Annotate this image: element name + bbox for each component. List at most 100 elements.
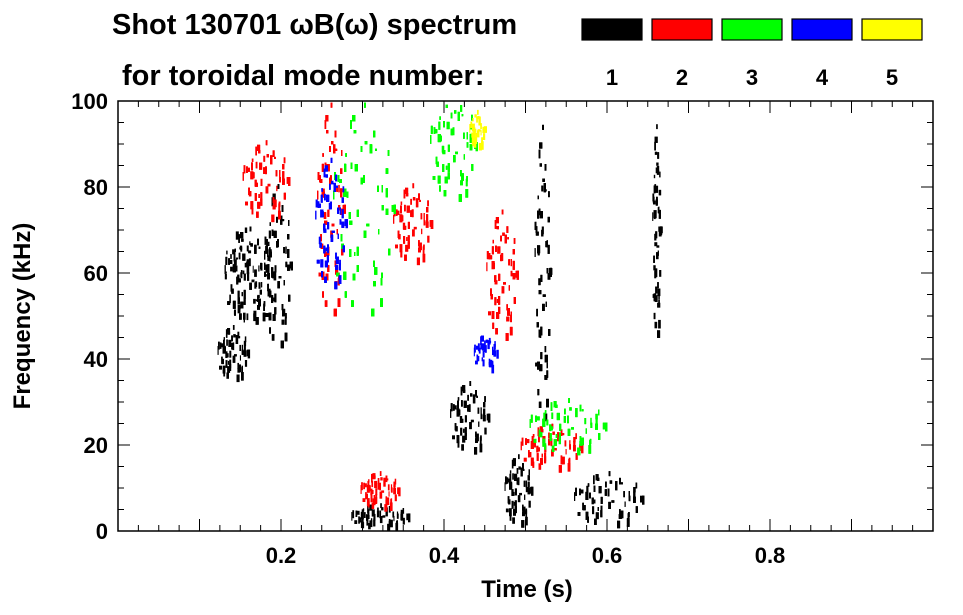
spectral-point [469,133,472,143]
spectral-point [657,170,660,173]
spectral-point [285,313,287,319]
spectral-point [510,259,512,267]
spectral-point [527,475,530,481]
spectral-point [628,512,630,518]
spectral-point [537,210,540,219]
spectral-point [542,294,546,297]
spectral-point [456,435,460,444]
spectral-point [498,273,501,281]
spectral-point [524,494,526,500]
spectral-point [317,190,319,200]
spectral-point [366,517,369,526]
spectral-point [593,485,596,492]
spectral-point [600,496,603,504]
spectral-point [547,273,551,280]
spectral-point [352,115,356,122]
spectral-point [354,164,358,172]
spectral-point [481,343,485,351]
spectral-point [282,171,285,181]
spectral-point [498,296,501,305]
spectral-point [597,507,599,511]
spectral-point [267,255,270,261]
spectral-point [525,516,528,526]
spectral-point [273,230,277,238]
spectral-point [571,427,574,430]
spectral-point [486,413,490,421]
spectral-point [270,155,273,165]
spectral-point [322,153,324,157]
spectral-point [343,188,347,197]
spectral-point [396,210,400,215]
spectral-point [470,121,473,128]
spectral-point [342,205,346,212]
spectral-point [315,199,318,208]
spectral-point [268,249,272,258]
spectral-point [374,480,378,489]
spectral-point [427,200,429,207]
spectral-point [507,496,510,504]
spectral-point [560,459,564,465]
spectral-point [365,492,367,500]
spectral-point [360,511,364,520]
spectral-point [475,433,479,442]
spectral-point [364,483,367,488]
spectral-point [329,146,331,152]
spectral-point [219,342,222,349]
spectral-point [235,257,238,260]
spectral-point [341,221,345,228]
spectral-point [246,349,250,357]
spectral-point [528,500,531,508]
spectral-point [237,362,239,369]
spectral-point [272,150,275,157]
spectral-point [657,250,659,256]
spectral-point [315,210,317,220]
spectral-point [254,269,257,277]
legend-swatch-5 [861,18,923,41]
spectral-point [320,234,322,242]
spectral-point [507,308,510,316]
spectral-point [654,136,658,143]
spectral-point [324,276,327,283]
spectral-point [319,179,323,183]
spectral-point [263,167,266,174]
spectral-point [356,265,359,272]
spectral-point [633,491,636,501]
spectral-point [248,187,250,195]
spectral-point [237,290,240,299]
spectral-point [519,492,522,496]
spectral-point [254,244,257,254]
spectral-point [443,121,445,128]
spectral-point [271,295,274,303]
spectral-point [412,183,415,189]
spectral-point [327,222,330,230]
spectral-point [655,268,658,278]
spectral-point [473,128,477,133]
spectral-point [538,278,541,286]
spectral-point [426,207,429,213]
spectral-point [285,246,287,254]
spectral-point [385,188,388,198]
spectral-point [470,393,473,397]
spectral-point [235,231,239,240]
spectral-point [430,220,434,229]
spectral-point [542,418,546,427]
spectral-point [656,124,658,130]
spectral-point [477,343,480,352]
spectral-point [373,130,376,138]
spectral-point [555,434,558,438]
spectral-point [539,432,543,438]
spectral-point [536,453,539,461]
spectral-point [264,271,266,277]
x-tick-label: 0.8 [755,543,786,568]
spectral-point [243,273,246,281]
spectral-point [546,370,549,378]
spectral-point [224,273,227,280]
spectral-point [266,241,270,246]
spectral-point [258,194,260,198]
spectral-point [229,294,231,304]
spectral-point [476,116,478,123]
spectral-point [278,210,281,220]
spectral-point [356,209,359,217]
spectral-point [544,443,547,450]
